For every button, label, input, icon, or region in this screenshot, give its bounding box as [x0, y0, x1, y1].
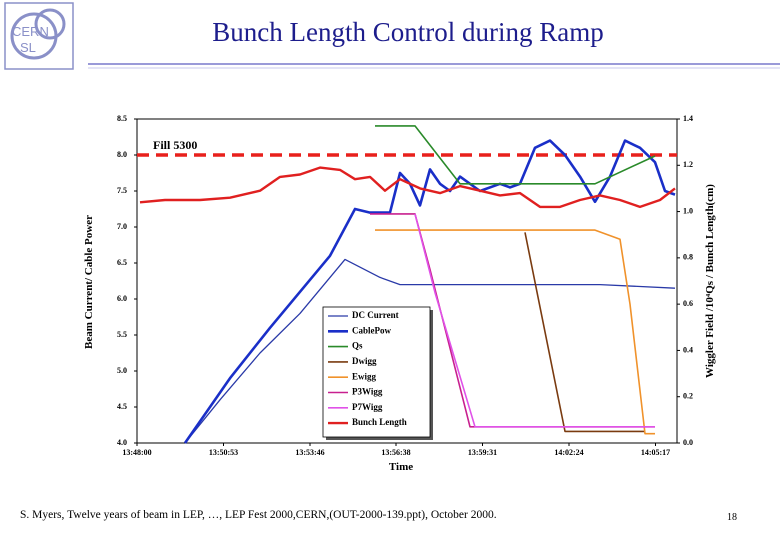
y-axis-label: Beam Current/ Cable Power	[83, 215, 95, 349]
y2-axis-label: Wiggler Field /10⁴Qs / Bunch Length(cm)	[704, 184, 716, 378]
plot-frame	[136, 118, 678, 444]
y-tick-label: 4.0	[117, 438, 127, 447]
y2-tick-label: 1.4	[683, 114, 693, 123]
legend-label: Qs	[352, 341, 363, 351]
y2-tick-label: 0.0	[683, 438, 693, 447]
y2-tick-label: 1.0	[683, 206, 693, 215]
series-line	[375, 229, 655, 435]
footer: S. Myers, Twelve years of beam in LEP, ……	[20, 509, 497, 521]
legend-label: P7Wigg	[352, 402, 383, 412]
logo-ring	[34, 8, 66, 40]
logo-text: SL	[20, 40, 36, 55]
x-tick-label: 13:53:46	[295, 448, 324, 457]
x-tick-label: 14:05:17	[641, 448, 670, 457]
legend-label: Bunch Length	[352, 417, 407, 427]
series-line	[375, 125, 656, 185]
legend-label: Ewigg	[352, 371, 377, 381]
series-line	[139, 166, 676, 209]
legend-label: CablePow	[352, 325, 391, 335]
y-tick-label: 4.5	[117, 402, 127, 411]
y2-tick-label: 1.2	[683, 160, 693, 169]
y-tick-label: 8.0	[117, 150, 127, 159]
legend: DC Current CablePow Qs Dwigg Ewigg P3Wigg P7Wi…	[322, 306, 433, 440]
page-number: 18	[727, 512, 737, 523]
y-tick-label: 6.0	[117, 294, 127, 303]
x-axis-label: Time	[389, 461, 413, 473]
series-line	[524, 232, 645, 433]
legend-label: DC Current	[352, 310, 399, 320]
y-tick-label: 5.0	[117, 366, 127, 375]
legend-box	[322, 306, 431, 438]
y2-tick-label: 0.6	[683, 299, 693, 308]
logo: CERN SL	[4, 2, 74, 70]
y-tick-label: 8.5	[117, 114, 127, 123]
series-line	[414, 213, 655, 428]
legend-label: Dwigg	[352, 356, 377, 366]
y2-tick-label: 0.2	[683, 392, 693, 401]
y2-tick-label: 0.8	[683, 253, 693, 262]
y2-tick-label: 0.4	[683, 345, 693, 354]
x-tick-label: 13:48:00	[122, 448, 151, 457]
reference-label: Fill 5300	[153, 138, 197, 152]
logo-text: CERN	[12, 24, 49, 39]
legend-label: P3Wigg	[352, 387, 383, 397]
x-tick-label: 13:59:31	[468, 448, 497, 457]
series-line	[184, 258, 676, 444]
x-tick-label: 13:56:38	[381, 448, 410, 457]
y-tick-label: 7.0	[117, 222, 127, 231]
chart-title: Bunch Length Control during Ramp	[212, 17, 603, 47]
x-tick-label: 14:02:24	[554, 448, 583, 457]
y-tick-label: 5.5	[117, 330, 127, 339]
y-tick-label: 7.5	[117, 186, 127, 195]
plot: 4.0 4.5 5.0 5.5 6.0 6.5 7.0 7.5 8.0 8.5 0.0 0.2 0.4 0…	[117, 114, 693, 457]
x-tick-label: 13:50:53	[209, 448, 238, 457]
y-tick-label: 6.5	[117, 258, 127, 267]
